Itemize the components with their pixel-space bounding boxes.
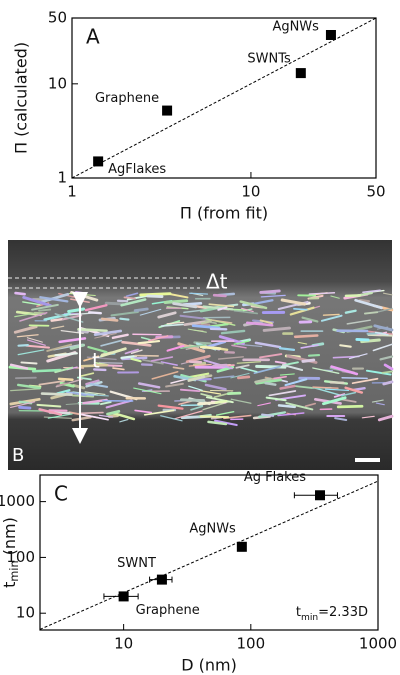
- chart-panel: 1 10 50 1 10 50 AgFlakes Graphene SWNTs AgNWs A Π (…: [12, 9, 386, 223]
- sem-fiber: [19, 345, 28, 346]
- x-tick-label: 50: [366, 183, 385, 201]
- y-tick-label: 1000: [0, 492, 35, 510]
- panel-label: B: [12, 445, 24, 466]
- sem-fiber: [338, 406, 362, 407]
- x-tick-label: 100: [236, 635, 265, 653]
- sem-fiber: [97, 395, 108, 396]
- sem-fiber: [201, 347, 220, 349]
- sem-image: Δt t B: [8, 240, 392, 470]
- sem-fiber: [340, 345, 351, 346]
- point: [296, 68, 306, 78]
- sem-fiber: [342, 378, 367, 379]
- sem-fiber: [214, 295, 225, 296]
- rich-label: D (nm): [181, 656, 237, 675]
- sem-fiber: [99, 363, 122, 364]
- sem-fiber: [16, 378, 36, 379]
- point-label: Graphene: [95, 91, 159, 106]
- sem-fiber: [102, 319, 117, 321]
- y-tick-label: 50: [48, 9, 67, 27]
- sem-fiber: [148, 296, 162, 297]
- sem-fiber: [20, 407, 30, 408]
- sem-fiber: [106, 303, 122, 304]
- sem-fiber: [109, 416, 117, 417]
- panel-label: A: [86, 25, 100, 49]
- sem-fiber: [16, 293, 25, 294]
- point-label: Graphene: [136, 603, 200, 618]
- point-label: SWNTs: [247, 52, 291, 67]
- sem-fiber: [309, 355, 319, 356]
- t-label: t: [92, 349, 100, 373]
- sem-fiber: [323, 314, 339, 315]
- point: [157, 575, 167, 585]
- rich-label: Π (from fit): [180, 204, 268, 223]
- x-tick-label: 10: [114, 635, 133, 653]
- rich-label: Π (calculated): [12, 42, 31, 154]
- sem-fiber: [89, 312, 101, 313]
- sem-fiber: [79, 329, 107, 330]
- sem-fiber: [181, 400, 203, 401]
- figure: Δt t B 1 10 50 1 10 50 AgFlakes Graphene SWNTs Ag…: [0, 0, 400, 675]
- point-label: SWNT: [117, 556, 156, 571]
- sem-fiber: [266, 383, 276, 385]
- sem-fiber: [201, 416, 228, 417]
- x-tick-label: 10: [241, 183, 260, 201]
- sem-fiber: [141, 294, 170, 295]
- x-tick-label: 1000: [359, 635, 397, 653]
- panel-label: C: [54, 482, 68, 506]
- point-label: AgNWs: [272, 19, 319, 34]
- sem-fiber: [303, 360, 314, 361]
- point-label: Ag Flakes: [244, 470, 306, 485]
- point: [119, 591, 129, 601]
- sem-fiber: [79, 413, 103, 414]
- sem-fiber: [165, 301, 186, 303]
- sem-fiber: [279, 405, 295, 406]
- sem-fiber: [295, 335, 317, 336]
- point: [162, 106, 172, 116]
- point-label: AgFlakes: [108, 162, 166, 177]
- label-part: min: [8, 560, 21, 581]
- x-tick-label: 1: [67, 183, 77, 201]
- sem-fiber: [120, 319, 128, 320]
- sem-fiber: [238, 377, 248, 378]
- sem-fiber: [384, 382, 392, 384]
- rich-label: tmin=2.33D: [296, 605, 368, 623]
- sem-fiber: [190, 293, 208, 294]
- sem-fiber: [39, 310, 50, 311]
- sem-fiber: [59, 379, 72, 380]
- sem-fiber: [357, 339, 368, 340]
- sem-fiber: [135, 309, 147, 311]
- sem-fiber: [190, 362, 201, 363]
- point: [237, 542, 247, 552]
- y-tick-label: 1: [57, 169, 67, 187]
- delta-t-label: Δt: [206, 270, 228, 294]
- sem-fiber: [213, 365, 226, 366]
- sem-fiber: [262, 415, 273, 416]
- y-tick-label: 10: [16, 604, 35, 622]
- sem-fiber: [52, 319, 63, 320]
- sem-fiber: [42, 394, 71, 395]
- scale-bar: [355, 458, 380, 462]
- sem-fiber: [124, 297, 135, 298]
- sem-fiber: [261, 291, 279, 292]
- rich-label: tmin (nm): [0, 517, 21, 588]
- point: [326, 30, 336, 40]
- y-tick-label: 10: [48, 74, 67, 92]
- sem-fiber: [21, 362, 36, 363]
- label-part: =2.33D: [318, 605, 368, 620]
- label-part: min: [301, 613, 318, 623]
- point: [315, 490, 325, 500]
- sem-fiber: [76, 292, 84, 293]
- label-part: (nm): [0, 517, 19, 560]
- point-label: AgNWs: [189, 521, 236, 536]
- point: [93, 156, 103, 166]
- page: {"chart_data":[ {"type":"scatter","panel…: [0, 0, 400, 675]
- sem-fiber: [294, 309, 307, 310]
